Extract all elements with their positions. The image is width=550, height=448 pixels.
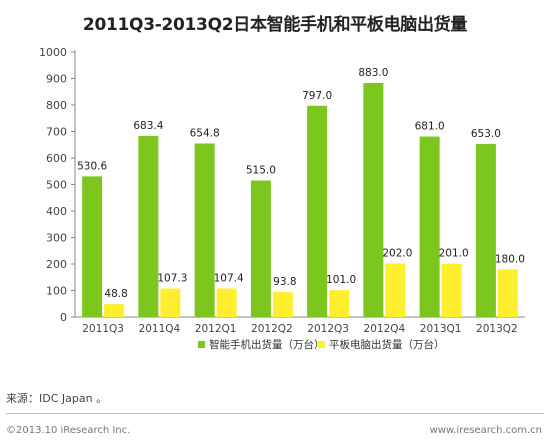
x-tick-label: 2013Q2 bbox=[476, 323, 518, 335]
y-tick-label: 300 bbox=[46, 232, 67, 245]
tablet-value-label: 107.4 bbox=[214, 273, 244, 285]
legend-swatch-tablet bbox=[318, 341, 325, 348]
y-tick-label: 700 bbox=[46, 126, 67, 139]
y-tick-label: 100 bbox=[46, 285, 67, 298]
x-tick-label: 2013Q1 bbox=[420, 323, 462, 335]
tablet-value-label: 180.0 bbox=[495, 253, 525, 265]
tablet-bar bbox=[216, 288, 237, 317]
tablet-value-label: 101.0 bbox=[326, 274, 356, 286]
legend-swatch-smartphone bbox=[198, 341, 205, 348]
x-tick-label: 2012Q4 bbox=[364, 323, 406, 335]
smartphone-value-label: 515.0 bbox=[246, 165, 276, 177]
smartphone-bar bbox=[307, 105, 328, 317]
chart-title: 2011Q3-2013Q2日本智能手机和平板电脑出货量 bbox=[82, 15, 468, 35]
tablet-bar bbox=[104, 304, 125, 317]
website-text: www.iresearch.com.cn bbox=[429, 425, 542, 436]
tablet-value-label: 48.8 bbox=[104, 288, 127, 300]
smartphone-bar bbox=[419, 136, 440, 317]
x-tick-label: 2012Q1 bbox=[195, 323, 237, 335]
smartphone-value-label: 883.0 bbox=[358, 67, 388, 79]
smartphone-bar bbox=[194, 143, 215, 317]
x-tick-label: 2012Q2 bbox=[251, 323, 293, 335]
tablet-bar bbox=[385, 263, 406, 317]
smartphone-bar bbox=[82, 176, 103, 317]
smartphone-bar bbox=[138, 135, 159, 317]
smartphone-value-label: 654.8 bbox=[190, 127, 220, 139]
tablet-value-label: 107.3 bbox=[157, 273, 187, 285]
source-note: 来源：IDC Japan 。 bbox=[6, 392, 108, 405]
x-tick-label: 2012Q3 bbox=[307, 323, 349, 335]
smartphone-value-label: 683.4 bbox=[133, 120, 163, 132]
smartphone-bar bbox=[475, 143, 496, 317]
legend-label-smartphone: 智能手机出货量（万台） bbox=[209, 338, 325, 351]
tablet-bar bbox=[272, 292, 293, 317]
tablet-value-label: 93.8 bbox=[273, 276, 296, 288]
x-tick-label: 2011Q3 bbox=[82, 323, 124, 335]
tablet-value-label: 201.0 bbox=[439, 248, 469, 260]
y-tick-label: 200 bbox=[46, 258, 67, 271]
legend-label-tablet: 平板电脑出货量（万台） bbox=[329, 338, 445, 351]
footer-divider bbox=[6, 413, 544, 414]
y-tick-label: 0 bbox=[60, 311, 67, 324]
y-tick-label: 500 bbox=[46, 179, 67, 192]
copyright-text: ©2013.10 iResearch Inc. bbox=[6, 425, 131, 436]
smartphone-bar bbox=[363, 83, 384, 317]
smartphone-value-label: 797.0 bbox=[302, 90, 332, 102]
tablet-bar bbox=[329, 290, 350, 317]
y-tick-label: 1000 bbox=[39, 46, 67, 59]
y-tick-label: 800 bbox=[46, 99, 67, 112]
tablet-value-label: 202.0 bbox=[382, 247, 412, 259]
tablet-bar bbox=[441, 263, 462, 317]
smartphone-bar bbox=[250, 180, 271, 317]
x-tick-label: 2011Q4 bbox=[139, 323, 181, 335]
smartphone-value-label: 653.0 bbox=[471, 128, 501, 140]
smartphone-value-label: 530.6 bbox=[77, 160, 107, 172]
y-tick-label: 400 bbox=[46, 205, 67, 218]
tablet-bar bbox=[160, 288, 181, 317]
smartphone-value-label: 681.0 bbox=[415, 121, 445, 133]
tablet-bar bbox=[497, 269, 518, 317]
y-tick-label: 900 bbox=[46, 73, 67, 86]
y-tick-label: 600 bbox=[46, 152, 67, 165]
